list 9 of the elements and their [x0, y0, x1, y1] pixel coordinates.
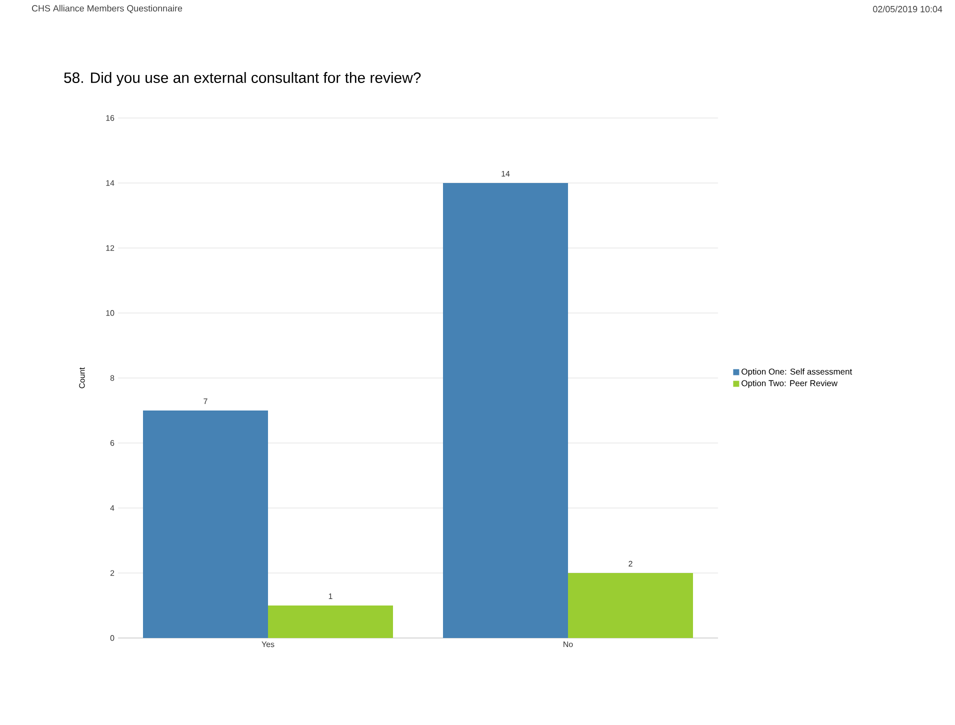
bar	[443, 182, 568, 638]
bar	[568, 573, 694, 638]
legend-label: Option One: Self assessment	[742, 368, 852, 376]
legend-label: Option Two: Peer Review	[742, 380, 838, 388]
chart-title: 58. Did you use an external consultant for the review?	[64, 72, 421, 86]
bar	[143, 410, 268, 638]
text: 02/05/2019 10:04	[873, 6, 942, 12]
bar	[268, 606, 394, 638]
text: CHS Alliance Members Questionnaire	[32, 4, 182, 14]
